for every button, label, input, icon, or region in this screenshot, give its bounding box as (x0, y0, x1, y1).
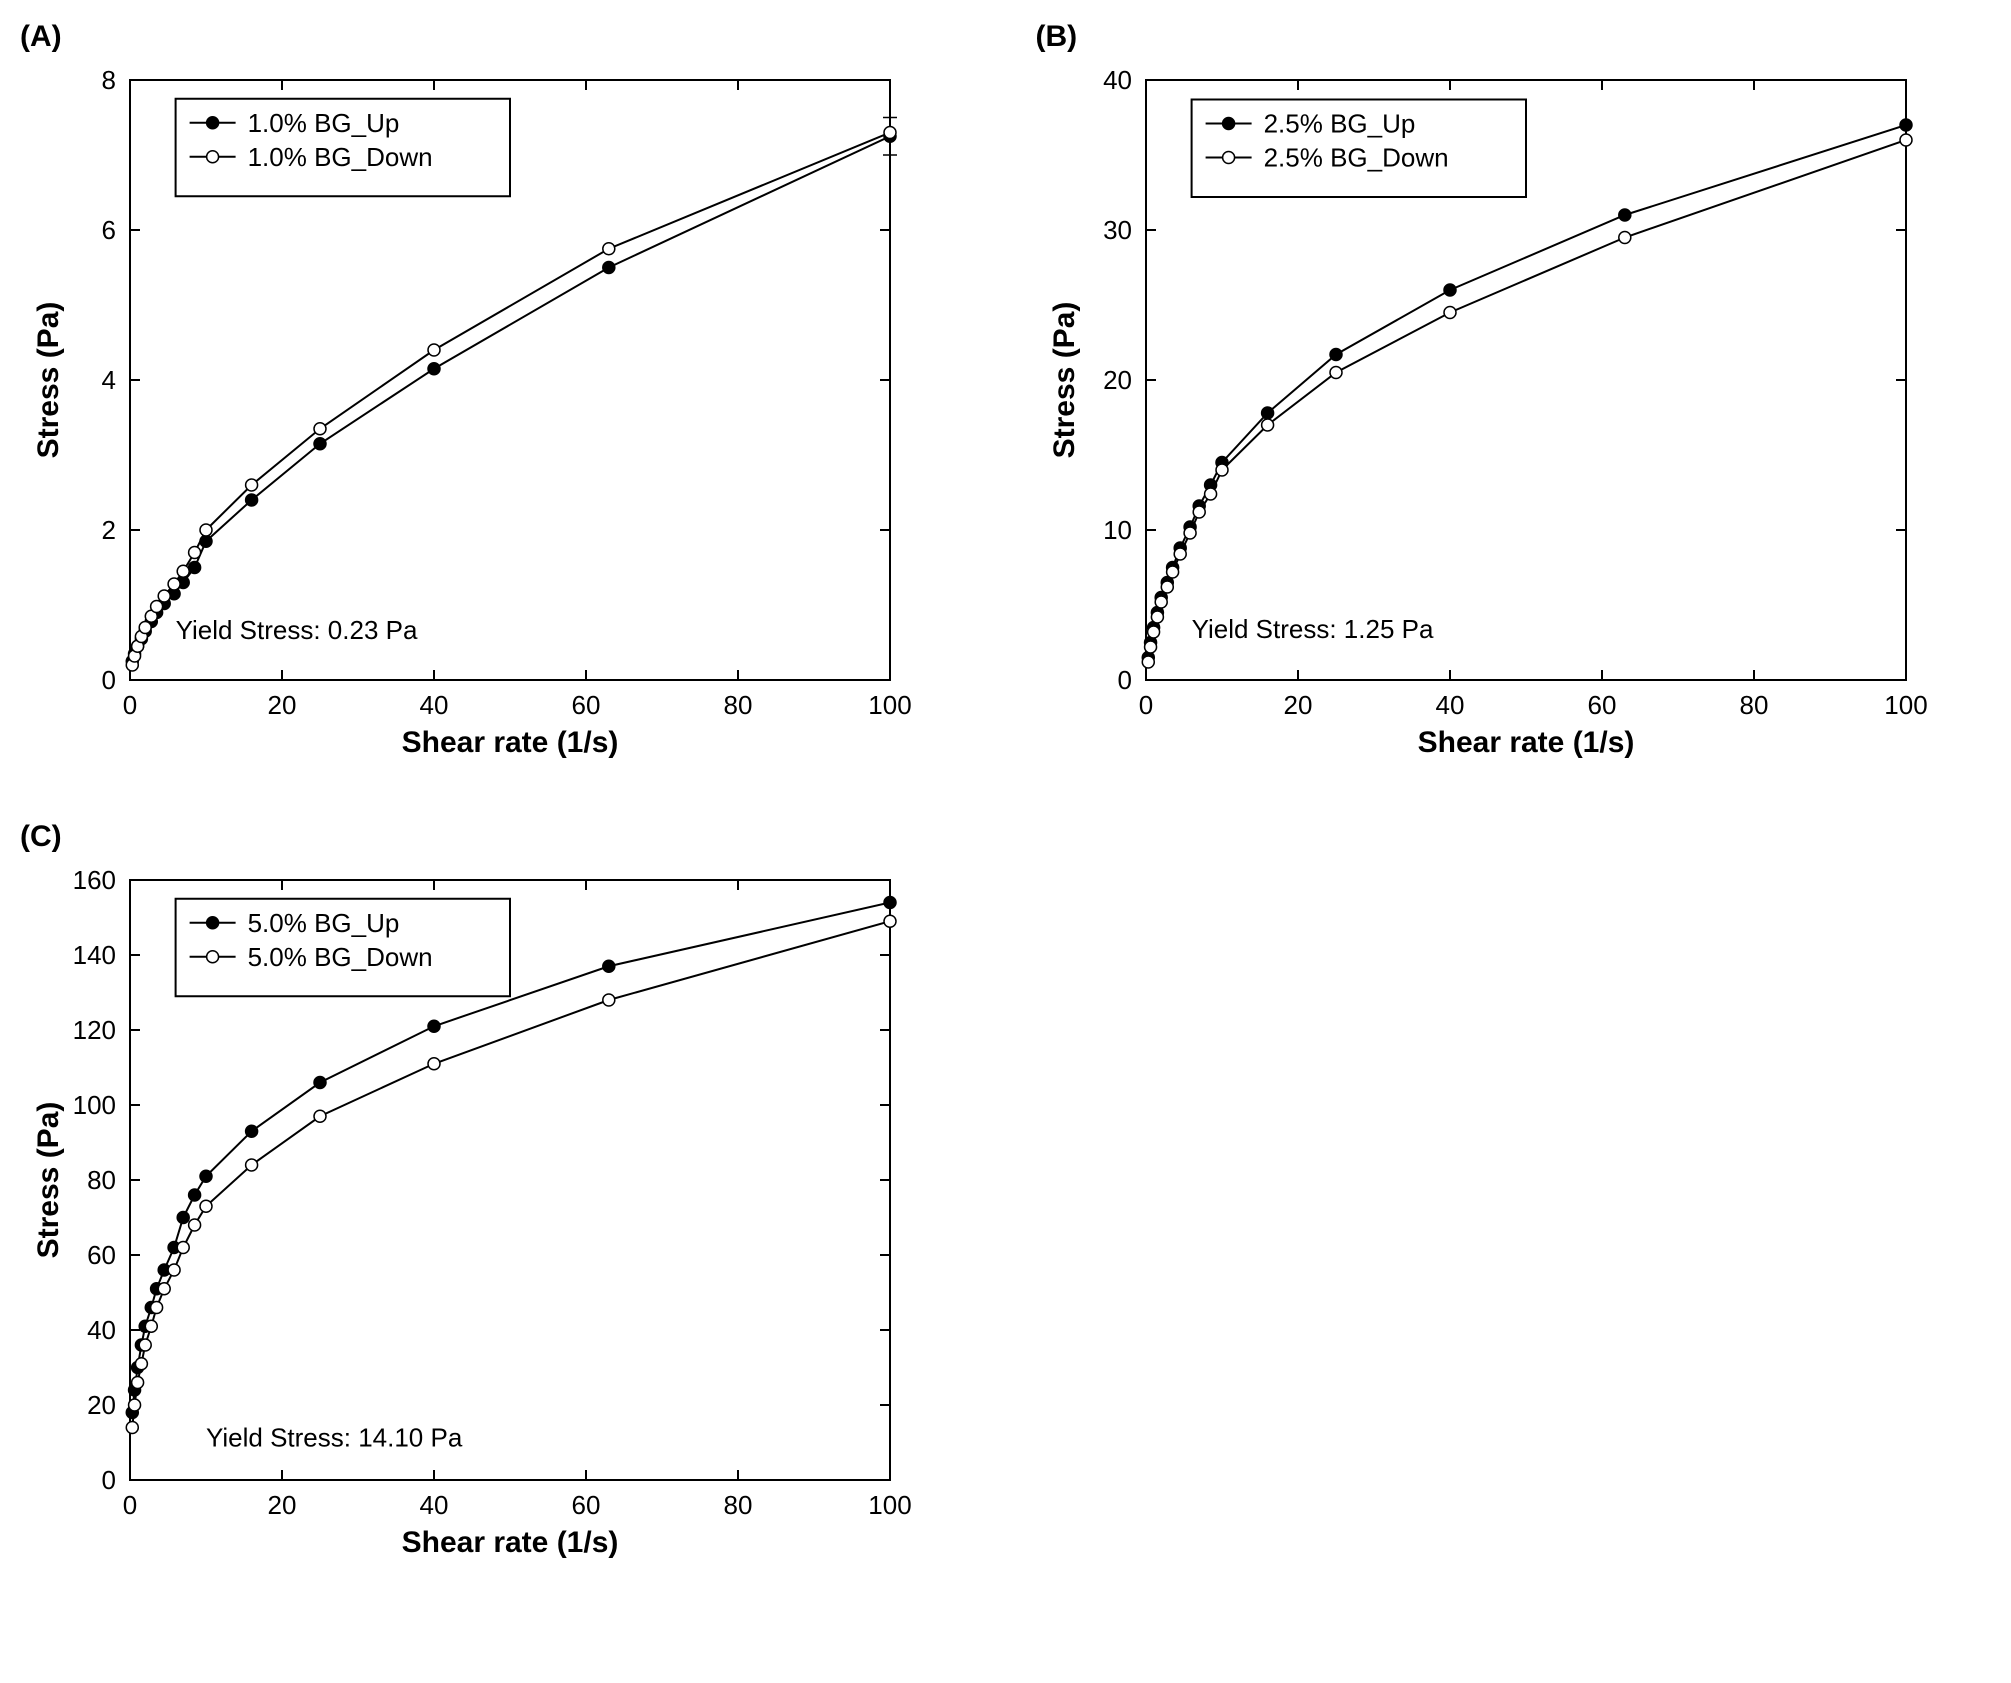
svg-text:80: 80 (724, 1490, 753, 1520)
svg-text:Shear rate (1/s): Shear rate (1/s) (1417, 726, 1634, 759)
svg-text:2: 2 (102, 515, 116, 545)
svg-text:2.5% BG_Down: 2.5% BG_Down (1263, 143, 1448, 173)
svg-text:1.0% BG_Up: 1.0% BG_Up (248, 108, 400, 138)
svg-text:40: 40 (420, 1490, 449, 1520)
svg-text:20: 20 (87, 1390, 116, 1420)
panel-c-chart: 0 20 40 60 80 100 0 20 40 60 80 100 120 140 160 Shear r… (20, 860, 920, 1580)
panel-c-label: (C) (20, 820, 976, 854)
svg-text:Yield Stress: 0.23 Pa: Yield Stress: 0.23 Pa (176, 615, 418, 645)
svg-text:Shear rate (1/s): Shear rate (1/s) (402, 726, 619, 759)
svg-text:Stress (Pa): Stress (Pa) (1048, 302, 1081, 459)
svg-text:Stress (Pa): Stress (Pa) (32, 302, 65, 459)
svg-text:8: 8 (102, 65, 116, 95)
svg-text:0: 0 (102, 665, 116, 695)
svg-text:60: 60 (87, 1240, 116, 1270)
svg-text:0: 0 (123, 690, 137, 720)
svg-text:5.0% BG_Up: 5.0% BG_Up (248, 908, 400, 938)
svg-text:1.0% BG_Down: 1.0% BG_Down (248, 142, 433, 172)
panel-a-label: (A) (20, 20, 976, 54)
svg-text:Yield Stress: 14.10 Pa: Yield Stress: 14.10 Pa (206, 1422, 463, 1452)
panel-c-svg: 0 20 40 60 80 100 0 20 40 60 80 100 120 140 160 Shear r… (20, 860, 920, 1580)
svg-text:10: 10 (1103, 515, 1132, 545)
figure-grid: (A) 02040608010002468Shear rate (1/s)Str… (20, 20, 1991, 1580)
svg-text:4: 4 (102, 365, 116, 395)
panel-b: (B) 0 20 40 60 80 100 0 10 20 30 40 Shear rate (1/s… (1036, 20, 1992, 780)
svg-text:100: 100 (1884, 690, 1927, 720)
svg-text:2.5% BG_Up: 2.5% BG_Up (1263, 109, 1415, 139)
svg-text:60: 60 (1587, 690, 1616, 720)
svg-text:80: 80 (724, 690, 753, 720)
svg-text:0: 0 (102, 1465, 116, 1495)
svg-text:40: 40 (420, 690, 449, 720)
svg-text:100: 100 (73, 1090, 116, 1120)
svg-text:60: 60 (572, 690, 601, 720)
svg-text:100: 100 (868, 1490, 911, 1520)
panel-a: (A) 0 20 40 60 80 100 0 2 4 6 8 Shear rate (1/s) Str… (20, 20, 976, 780)
svg-text:20: 20 (268, 1490, 297, 1520)
svg-text:Shear rate (1/s): Shear rate (1/s) (402, 1526, 619, 1559)
svg-text:5.0% BG_Down: 5.0% BG_Down (248, 942, 433, 972)
svg-text:20: 20 (1103, 365, 1132, 395)
svg-text:160: 160 (73, 865, 116, 895)
svg-text:60: 60 (572, 1490, 601, 1520)
svg-text:40: 40 (1435, 690, 1464, 720)
svg-text:6: 6 (102, 215, 116, 245)
svg-text:30: 30 (1103, 215, 1132, 245)
panel-c: (C) 0 20 40 60 80 100 0 20 40 60 80 100 120 140 160 She… (20, 820, 976, 1580)
svg-text:20: 20 (1283, 690, 1312, 720)
panel-b-label: (B) (1036, 20, 1992, 54)
svg-text:100: 100 (868, 690, 911, 720)
panel-b-chart: 0 20 40 60 80 100 0 10 20 30 40 Shear rate (1/s) Str… (1036, 60, 1936, 780)
svg-text:0: 0 (1138, 690, 1152, 720)
svg-text:Yield Stress: 1.25 Pa: Yield Stress: 1.25 Pa (1191, 614, 1433, 644)
svg-text:0: 0 (1117, 665, 1131, 695)
svg-text:40: 40 (1103, 65, 1132, 95)
svg-text:40: 40 (87, 1315, 116, 1345)
panel-b-svg: 0 20 40 60 80 100 0 10 20 30 40 Shear rate (1/s) Str… (1036, 60, 1936, 780)
svg-text:80: 80 (1739, 690, 1768, 720)
panel-a-chart: 0 20 40 60 80 100 0 2 4 6 8 Shear rate (1/s) Stress … (20, 60, 920, 780)
svg-text:80: 80 (87, 1165, 116, 1195)
svg-text:20: 20 (268, 690, 297, 720)
svg-text:Stress (Pa): Stress (Pa) (32, 1102, 65, 1259)
svg-text:0: 0 (123, 1490, 137, 1520)
panel-a-svg: 0 20 40 60 80 100 0 2 4 6 8 Shear rate (1/s) Stress … (20, 60, 920, 780)
svg-text:120: 120 (73, 1015, 116, 1045)
svg-text:140: 140 (73, 940, 116, 970)
